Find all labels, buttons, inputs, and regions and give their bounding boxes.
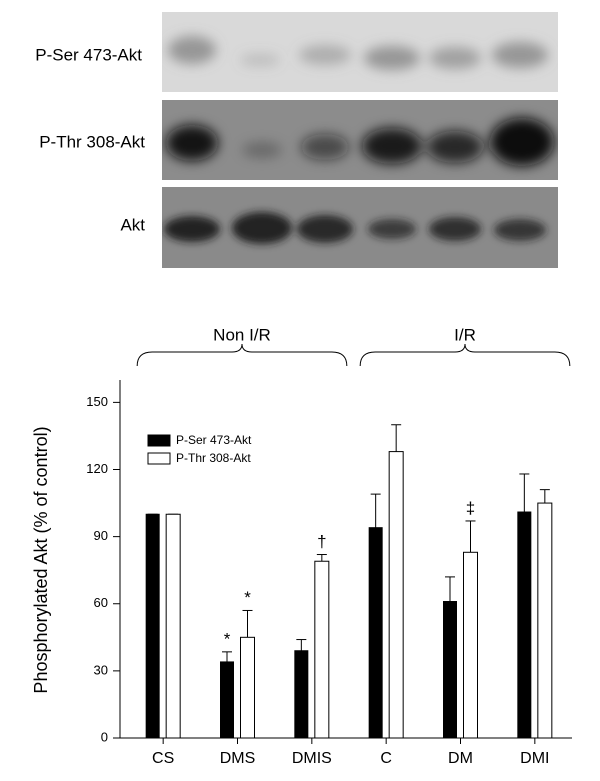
blot-panel (162, 100, 558, 180)
group-bracket (136, 343, 348, 367)
group-bracket (359, 343, 571, 367)
group-label: I/R (454, 325, 476, 344)
bar (220, 661, 234, 739)
blot-panel (162, 187, 558, 268)
significance-marker: * (244, 588, 251, 607)
y-tick-label: 120 (86, 461, 108, 476)
y-tick-label: 30 (94, 662, 108, 677)
bar (314, 560, 330, 739)
y-axis-label: Phosphorylated Akt (% of control) (31, 426, 51, 693)
significance-marker: † (317, 532, 326, 551)
blot-panel (162, 12, 558, 92)
x-tick-label: DM (448, 750, 473, 767)
legend-swatch (147, 434, 171, 447)
significance-marker: * (224, 629, 231, 648)
bar (145, 513, 160, 739)
y-tick-label: 60 (94, 595, 108, 610)
bar (368, 527, 383, 739)
bar (240, 636, 255, 739)
blot-label: P-Thr 308-Akt (39, 132, 145, 151)
legend-swatch (147, 452, 171, 465)
x-tick-label: DMI (520, 750, 549, 767)
y-tick-label: 150 (86, 394, 108, 409)
bar (294, 650, 309, 739)
bar (463, 551, 478, 739)
bar (388, 451, 404, 739)
bar (537, 502, 553, 739)
legend-label: P-Ser 473-Akt (176, 433, 252, 447)
legend-label: P-Thr 308-Akt (176, 451, 251, 465)
y-tick-label: 90 (94, 528, 108, 543)
blot-label: Akt (120, 215, 145, 234)
x-tick-label: C (380, 750, 392, 767)
significance-marker: ‡ (466, 498, 475, 517)
x-tick-label: CS (152, 750, 174, 767)
bar (165, 513, 181, 739)
blot-label: P-Ser 473-Akt (35, 45, 142, 64)
x-tick-label: DMS (220, 750, 256, 767)
bar (517, 511, 532, 739)
x-tick-label: DMIS (292, 750, 332, 767)
y-tick-label: 0 (101, 729, 108, 744)
bar (443, 601, 457, 739)
group-label: Non I/R (213, 325, 271, 344)
